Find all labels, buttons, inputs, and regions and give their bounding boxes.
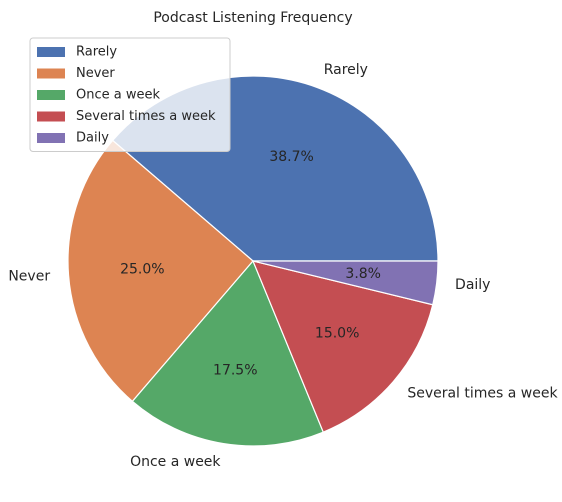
legend-label-never: Never xyxy=(76,66,115,81)
percent-label-once-a-week: 17.5% xyxy=(213,363,257,379)
legend-box xyxy=(29,37,231,152)
percent-label-several-times-a-week: 15.0% xyxy=(315,325,359,341)
percent-label-daily: 3.8% xyxy=(345,266,381,282)
chart-title: Podcast Listening Frequency xyxy=(153,10,352,26)
category-label-several-times-a-week: Several times a week xyxy=(407,386,558,402)
pie-slice-daily xyxy=(252,260,439,306)
category-label-daily: Daily xyxy=(455,277,490,293)
legend-label-several-times-a-week: Several times a week xyxy=(76,109,216,124)
percent-labels: 38.7% 25.0% 17.5% 15.0% 3.8% xyxy=(120,149,381,379)
legend-swatch-several-times-a-week xyxy=(37,111,65,122)
legend-swatch-once-a-week xyxy=(37,90,65,100)
percent-label-rarely: 38.7% xyxy=(269,149,313,165)
pie-slice-never xyxy=(67,139,254,403)
category-labels: Rarely Never Once a week Several times a we… xyxy=(8,62,558,470)
legend: Rarely Never Once a week Several times a we… xyxy=(29,37,231,152)
pie-slice-once-a-week xyxy=(131,259,325,447)
pie-slice-several-times-a-week xyxy=(251,260,434,433)
legend-label-daily: Daily xyxy=(76,131,109,146)
percent-label-never: 25.0% xyxy=(120,261,164,277)
legend-swatch-daily xyxy=(37,133,65,143)
legend-swatch-never xyxy=(37,68,65,79)
legend-label-rarely: Rarely xyxy=(76,45,117,60)
category-label-rarely: Rarely xyxy=(324,62,368,78)
category-label-once-a-week: Once a week xyxy=(130,454,221,470)
legend-swatch-rarely xyxy=(37,47,65,57)
category-label-never: Never xyxy=(8,268,50,284)
legend-label-once-a-week: Once a week xyxy=(76,88,160,103)
